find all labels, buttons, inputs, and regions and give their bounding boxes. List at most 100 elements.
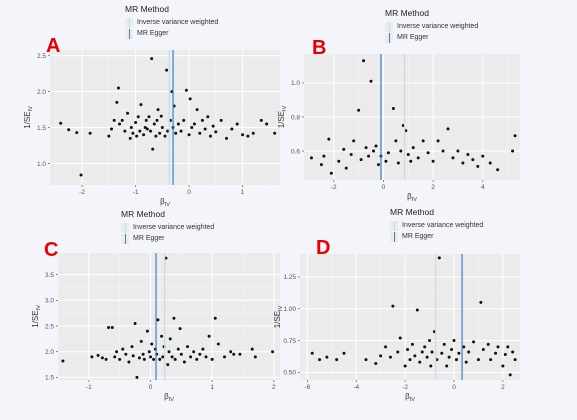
data-point xyxy=(167,350,171,354)
data-point xyxy=(79,173,83,177)
y-tick-label: 1.0 xyxy=(37,161,46,168)
data-point xyxy=(462,345,466,349)
data-point xyxy=(176,122,180,126)
data-point xyxy=(481,154,485,158)
data-point xyxy=(195,357,199,361)
data-point xyxy=(352,139,356,143)
legend-title: MR Method xyxy=(121,209,165,219)
legend-entry-egger: MR Egger xyxy=(125,28,218,39)
data-point xyxy=(445,364,449,368)
data-point xyxy=(230,127,234,131)
x-tick-label: 2 xyxy=(272,384,276,391)
data-point xyxy=(376,163,380,167)
data-point xyxy=(166,129,170,133)
data-point xyxy=(110,127,114,131)
data-point xyxy=(310,351,314,355)
data-point xyxy=(190,126,194,130)
legend-entry-ivw: Inverse variance weighted xyxy=(125,17,218,28)
data-point xyxy=(246,134,250,138)
data-point xyxy=(461,161,465,165)
y-tick-label: 2.0 xyxy=(37,89,46,96)
data-point xyxy=(161,355,165,359)
data-point xyxy=(379,354,383,358)
data-point xyxy=(198,131,202,135)
legend-c: MR Method Inverse variance weighted MR E… xyxy=(121,209,214,244)
panel-c: -1 0 1 2 1.5 2.0 2.5 3.0 3.5 xyxy=(45,253,280,391)
legend-entry-ivw: Inverse variance weighted xyxy=(385,21,478,32)
data-point xyxy=(232,352,236,356)
data-point xyxy=(139,103,143,107)
data-point xyxy=(357,108,361,112)
data-point xyxy=(163,134,167,138)
data-point xyxy=(113,355,117,359)
data-point xyxy=(359,158,363,162)
data-point xyxy=(208,134,212,138)
x-tick-label: -2 xyxy=(79,189,85,196)
data-point xyxy=(362,59,366,63)
data-point xyxy=(229,350,233,354)
data-point xyxy=(156,108,160,112)
data-point xyxy=(452,339,456,343)
data-point xyxy=(238,352,242,356)
data-point xyxy=(158,357,162,361)
data-point xyxy=(391,304,395,308)
data-point xyxy=(329,171,333,175)
legend-label-egger: MR Egger xyxy=(397,34,429,41)
legend-entry-ivw: Inverse variance weighted xyxy=(121,222,214,233)
legend-b: MR Method Inverse variance weighted MR E… xyxy=(385,8,478,43)
data-point xyxy=(476,164,480,168)
data-point xyxy=(273,131,277,135)
x-tick-label: -1 xyxy=(86,384,92,391)
data-point xyxy=(372,149,376,153)
legend-title: MR Method xyxy=(125,4,169,14)
data-point xyxy=(150,342,154,346)
legend-label-egger: MR Egger xyxy=(402,233,434,240)
data-point xyxy=(152,122,156,126)
data-point xyxy=(210,357,214,361)
y-tick-label: 1.25 xyxy=(283,274,296,281)
data-point xyxy=(489,358,493,362)
y-tick-label: 3.0 xyxy=(45,298,54,305)
data-point xyxy=(203,127,207,131)
data-point xyxy=(90,355,94,359)
data-point xyxy=(309,156,313,160)
legend-a: MR Method Inverse variance weighted MR E… xyxy=(125,4,218,39)
data-point xyxy=(200,118,204,122)
data-point xyxy=(513,358,517,362)
data-point xyxy=(107,134,111,138)
y-tick-label: 2.5 xyxy=(37,53,46,60)
data-point xyxy=(75,131,79,135)
x-axis-title: βIV xyxy=(164,392,174,403)
data-point xyxy=(386,151,390,155)
x-tick-label: -2 xyxy=(402,384,408,391)
y-axis-title: 1/SEIV xyxy=(273,305,284,328)
data-point xyxy=(104,357,108,361)
panel-label-b: B xyxy=(312,37,327,59)
data-point xyxy=(124,352,128,356)
data-point xyxy=(139,339,143,343)
data-point xyxy=(391,106,395,110)
legend-key-ivw xyxy=(125,17,133,28)
data-point xyxy=(131,354,135,358)
x-axis-title: βIV xyxy=(160,197,170,208)
data-point xyxy=(131,131,135,135)
x-tick-label: -2 xyxy=(331,184,337,191)
data-point xyxy=(488,161,492,165)
data-point xyxy=(259,118,263,122)
data-point xyxy=(204,355,208,359)
x-tick-label: 1 xyxy=(241,189,245,196)
data-point xyxy=(182,118,186,122)
data-point xyxy=(142,357,146,361)
legend-key-egger xyxy=(125,28,133,39)
panel-label-a: A xyxy=(46,35,61,57)
data-point xyxy=(411,146,415,150)
data-point xyxy=(399,149,403,153)
y-axis-title: 1/SEIV xyxy=(31,305,42,328)
data-point xyxy=(110,326,114,330)
legend-entry-egger: MR Egger xyxy=(390,231,483,242)
data-point xyxy=(147,350,151,354)
data-point xyxy=(481,347,485,351)
data-point xyxy=(189,355,193,359)
data-point xyxy=(467,350,471,354)
data-point xyxy=(165,68,169,72)
